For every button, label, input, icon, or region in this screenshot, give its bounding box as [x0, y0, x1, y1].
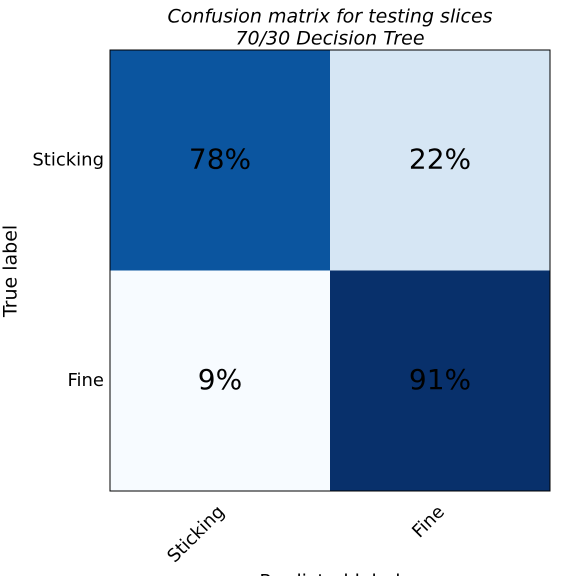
chart-title: Confusion matrix for testing slices	[167, 6, 492, 28]
x-tick-label: Sticking	[163, 501, 229, 567]
cell-label: 22%	[409, 142, 471, 175]
y-tick-label: Sticking	[32, 149, 104, 170]
cell-label: 78%	[189, 142, 251, 175]
plot-frame	[109, 49, 551, 492]
y-tick-label: Fine	[67, 370, 104, 391]
cell	[330, 270, 550, 491]
cell	[110, 50, 330, 271]
x-axis-label: Predicted label	[259, 571, 400, 576]
y-axis-label: True label	[0, 225, 22, 318]
cell	[110, 270, 330, 491]
cell-label: 91%	[409, 363, 471, 396]
x-tick-label: Fine	[408, 501, 449, 542]
cell-label: 9%	[198, 363, 242, 396]
cell	[330, 50, 550, 271]
chart-subtitle: 70/30 Decision Tree	[235, 28, 424, 50]
